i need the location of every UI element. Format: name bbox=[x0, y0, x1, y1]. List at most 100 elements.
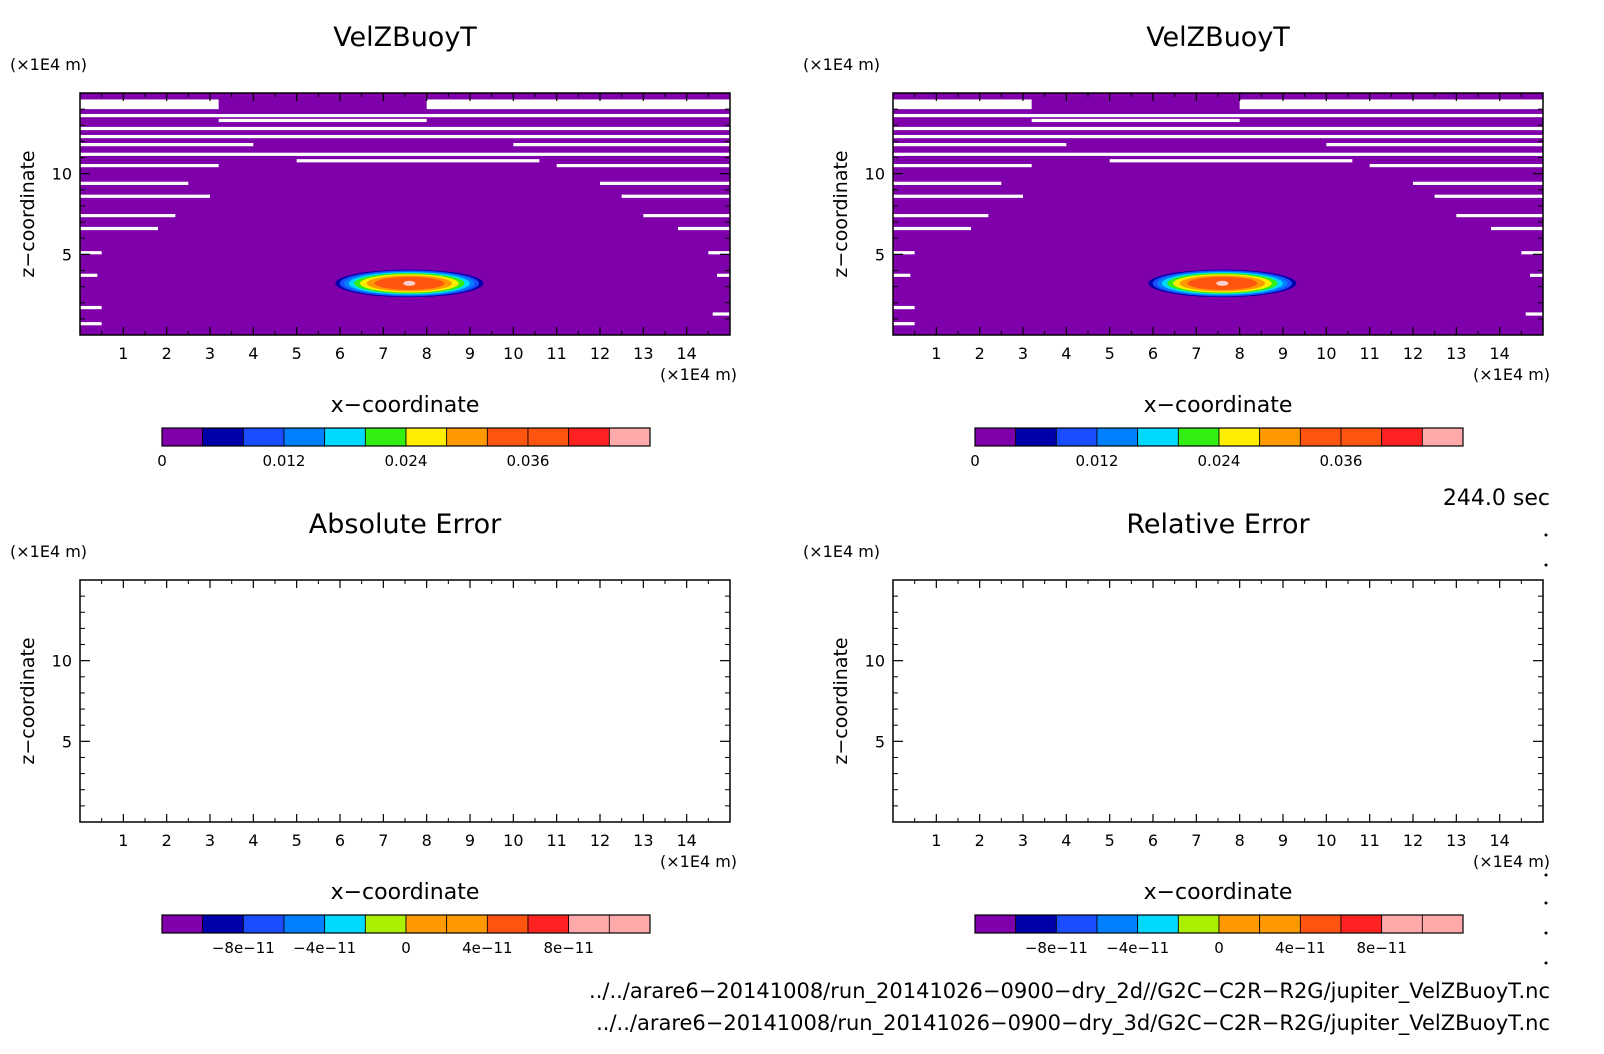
x-tick-label: 10 bbox=[503, 344, 523, 363]
x-tick-label: 6 bbox=[335, 344, 345, 363]
x-tick-label: 4 bbox=[248, 831, 258, 850]
y-axis-label: z−coordinate bbox=[830, 637, 852, 764]
file-path-3d: ../../arare6−20141008/run_20141026−0900−… bbox=[596, 1011, 1550, 1036]
unresolved-band bbox=[893, 126, 1543, 131]
margin-dots bbox=[1544, 533, 1548, 965]
x-tick-label: 6 bbox=[335, 831, 345, 850]
unresolved-band bbox=[1525, 312, 1543, 316]
unresolved-band bbox=[80, 181, 189, 185]
colorbar-frame bbox=[974, 427, 1464, 447]
y-unit-label: (×1E4 m) bbox=[10, 542, 87, 561]
colorbar: 0 0.012 0.024 0.036 bbox=[970, 427, 1464, 470]
dot-marker bbox=[1544, 931, 1548, 935]
unresolved-band bbox=[296, 159, 540, 163]
x-tick-label: 2 bbox=[162, 831, 172, 850]
colorbar-tick-label: 0 bbox=[157, 452, 167, 470]
colorbar-segment bbox=[324, 914, 366, 934]
unresolved-band bbox=[426, 99, 730, 110]
colorbar-segment bbox=[1218, 914, 1261, 934]
unresolved-band bbox=[893, 113, 1543, 118]
x-tick-label: 8 bbox=[422, 344, 432, 363]
unresolved-band bbox=[1434, 194, 1543, 198]
colorbar-segment bbox=[242, 427, 285, 447]
unresolved-band bbox=[80, 152, 730, 156]
unresolved-band bbox=[80, 214, 176, 218]
colorbar-tick-label: 8e−11 bbox=[1356, 939, 1406, 957]
colorbar-segment bbox=[1177, 427, 1220, 447]
colorbar-segment bbox=[608, 427, 651, 447]
unresolved-band bbox=[717, 273, 730, 277]
dot-marker bbox=[1544, 533, 1548, 537]
colorbar-segment bbox=[1381, 914, 1423, 934]
colorbar-segment bbox=[364, 427, 407, 447]
panel-title: Relative Error bbox=[1126, 509, 1310, 540]
x-axis-label: x−coordinate bbox=[331, 880, 480, 905]
unresolved-band bbox=[1369, 163, 1543, 168]
x-tick-label: 9 bbox=[1278, 831, 1288, 850]
x-tick-label: 12 bbox=[590, 831, 610, 850]
x-tick-label: 14 bbox=[1489, 831, 1509, 850]
x-tick-label: 5 bbox=[292, 344, 302, 363]
colorbar-tick-label: −8e−11 bbox=[1025, 939, 1088, 957]
x-tick-label: 11 bbox=[1359, 831, 1379, 850]
time-label: 244.0 sec bbox=[1443, 486, 1550, 511]
colorbar-segment bbox=[527, 427, 570, 447]
unresolved-band bbox=[80, 126, 730, 131]
plot-frame bbox=[892, 579, 1544, 823]
colorbar-tick-label: 0 bbox=[1214, 939, 1224, 957]
colorbar-tick-label: 0.024 bbox=[385, 452, 428, 470]
unresolved-band bbox=[218, 118, 427, 123]
plot-frame bbox=[79, 579, 731, 823]
unresolved-band bbox=[80, 134, 730, 139]
y-axis-label: z−coordinate bbox=[17, 150, 39, 277]
colorbar-frame bbox=[974, 914, 1464, 934]
colorbar-segment bbox=[486, 914, 529, 934]
x-tick-label: 10 bbox=[1316, 344, 1336, 363]
colorbar-segment bbox=[446, 914, 488, 934]
panel-absolute-error: Absolute Error (×1E4 m) (×1E4 m) x−coord… bbox=[10, 509, 737, 957]
unresolved-band bbox=[600, 181, 730, 185]
y-unit-label: (×1E4 m) bbox=[803, 55, 880, 74]
x-tick-label: 11 bbox=[1359, 344, 1379, 363]
colorbar-frame bbox=[161, 914, 651, 934]
colorbar-segment bbox=[1421, 427, 1464, 447]
colorbar-tick-label: −4e−11 bbox=[1106, 939, 1169, 957]
unresolved-band bbox=[893, 181, 1002, 185]
unresolved-band bbox=[80, 251, 102, 255]
y-axis-label: z−coordinate bbox=[830, 150, 852, 277]
unresolved-band bbox=[80, 226, 158, 231]
unresolved-band bbox=[1326, 143, 1543, 147]
x-tick-label: 11 bbox=[546, 831, 566, 850]
unresolved-band bbox=[712, 312, 730, 316]
x-tick-label: 5 bbox=[292, 831, 302, 850]
unresolved-band bbox=[621, 194, 730, 198]
x-unit-label: (×1E4 m) bbox=[1473, 852, 1550, 871]
contour-peak bbox=[1216, 280, 1229, 286]
x-tick-label: 7 bbox=[1191, 344, 1201, 363]
colorbar-segment bbox=[1340, 427, 1383, 447]
unresolved-band bbox=[893, 226, 971, 231]
colorbar-segment bbox=[161, 914, 204, 934]
unresolved-band bbox=[80, 163, 219, 168]
colorbar-frame bbox=[161, 427, 651, 447]
x-tick-label: 6 bbox=[1148, 344, 1158, 363]
contour-peak bbox=[403, 280, 416, 286]
panel-velzbuoyt-right: VelZBuoyT (×1E4 m) (×1E4 m) x−coordinate… bbox=[803, 22, 1550, 470]
colorbar-segment bbox=[974, 427, 1017, 447]
x-axis-label: x−coordinate bbox=[331, 393, 480, 418]
x-tick-label: 9 bbox=[465, 344, 475, 363]
colorbar-tick-label: −8e−11 bbox=[212, 939, 275, 957]
x-tick-label: 11 bbox=[546, 344, 566, 363]
x-unit-label: (×1E4 m) bbox=[1473, 365, 1550, 384]
colorbar-segment bbox=[1137, 427, 1179, 447]
colorbar-segment bbox=[364, 914, 407, 934]
colorbar-tick-label: 0 bbox=[401, 939, 411, 957]
y-unit-label: (×1E4 m) bbox=[803, 542, 880, 561]
y-unit-label: (×1E4 m) bbox=[10, 55, 87, 74]
y-tick-label: 10 bbox=[52, 652, 72, 671]
x-tick-label: 1 bbox=[118, 344, 128, 363]
x-tick-label: 3 bbox=[205, 344, 215, 363]
colorbar-segment bbox=[1299, 427, 1342, 447]
y-tick-label: 10 bbox=[52, 165, 72, 184]
x-tick-label: 5 bbox=[1105, 344, 1115, 363]
